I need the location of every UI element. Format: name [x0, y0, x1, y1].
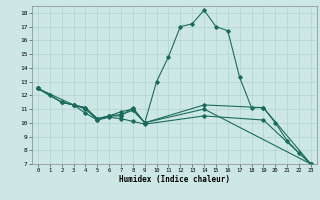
X-axis label: Humidex (Indice chaleur): Humidex (Indice chaleur) — [119, 175, 230, 184]
